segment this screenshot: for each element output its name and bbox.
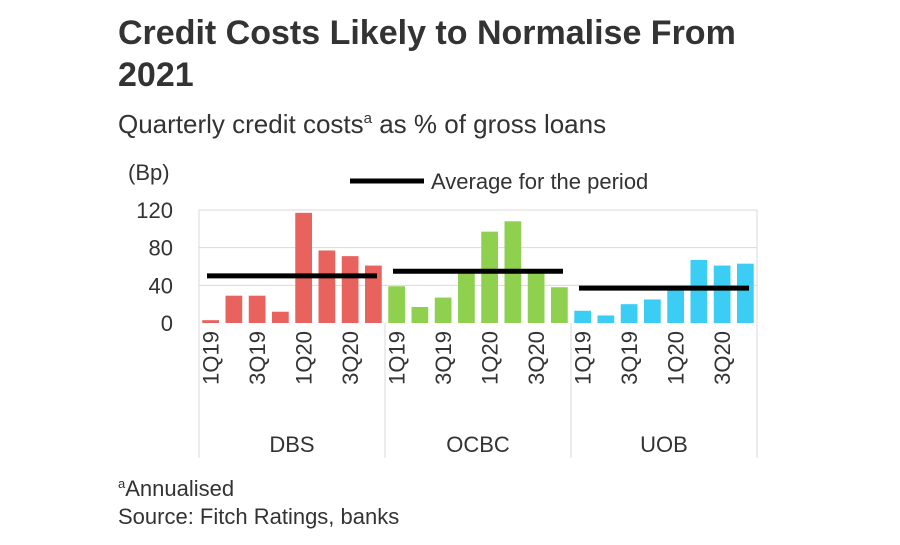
footnote-text: Annualised: [125, 476, 235, 501]
bar-uob: [690, 259, 708, 323]
y-tick-label: 120: [136, 198, 173, 223]
bar-dbs: [202, 320, 219, 323]
x-tick-label: 1Q20: [664, 331, 689, 385]
group-label-dbs: DBS: [269, 432, 314, 457]
bar-ocbc: [434, 297, 452, 323]
subtitle-text: Quarterly credit costs: [118, 109, 364, 139]
bar-uob: [620, 304, 638, 323]
x-tick-label: 3Q19: [245, 331, 270, 385]
x-tick-label: 1Q19: [199, 331, 224, 385]
bar-ocbc: [551, 287, 568, 323]
x-tick-label: 1Q20: [292, 331, 317, 385]
y-tick-label: 80: [149, 236, 173, 261]
bar-uob: [574, 310, 591, 323]
bar-uob: [597, 315, 615, 323]
bar-ocbc: [411, 306, 429, 323]
bar-dbs: [295, 212, 312, 323]
y-tick-label: 0: [161, 311, 173, 336]
group-label-uob: UOB: [640, 432, 688, 457]
bar-ocbc: [458, 273, 475, 323]
legend-average-label: Average for the period: [431, 169, 648, 194]
x-tick-label: 3Q19: [431, 331, 456, 385]
bar-ocbc: [481, 231, 498, 323]
x-tick-label: 1Q19: [571, 331, 596, 385]
bar-ocbc: [388, 286, 405, 323]
x-tick-label: 1Q20: [478, 331, 503, 385]
x-tick-label: 3Q20: [338, 331, 363, 385]
x-tick-label: 3Q20: [524, 331, 549, 385]
bar-ocbc: [527, 273, 545, 323]
y-tick-label: 40: [149, 273, 173, 298]
bar-uob: [737, 263, 754, 323]
subtitle-footnote-marker: a: [363, 110, 372, 127]
footnote: aAnnualised: [118, 470, 234, 503]
bar-dbs: [318, 250, 336, 323]
bar-dbs: [341, 256, 359, 323]
bar-uob: [713, 265, 731, 323]
y-axis-label: (Bp): [128, 160, 170, 185]
chart-subtitle: Quarterly credit costsa as % of gross lo…: [118, 102, 606, 141]
chart-title: Credit Costs Likely to Normalise From 20…: [118, 14, 736, 94]
bar-uob: [667, 288, 684, 323]
bar-dbs: [225, 295, 243, 323]
bar-dbs: [272, 311, 289, 323]
x-tick-label: 3Q19: [617, 331, 642, 385]
x-tick-label: 1Q19: [385, 331, 410, 385]
footnote-marker: a: [118, 476, 126, 491]
group-label-ocbc: OCBC: [446, 432, 510, 457]
subtitle-suffix: as % of gross loans: [371, 109, 607, 139]
source-note: Source: Fitch Ratings, banks: [118, 504, 400, 529]
x-tick-label: 3Q20: [710, 331, 735, 385]
bar-dbs: [248, 295, 266, 323]
bar-uob: [644, 299, 661, 323]
bar-dbs: [365, 265, 382, 323]
